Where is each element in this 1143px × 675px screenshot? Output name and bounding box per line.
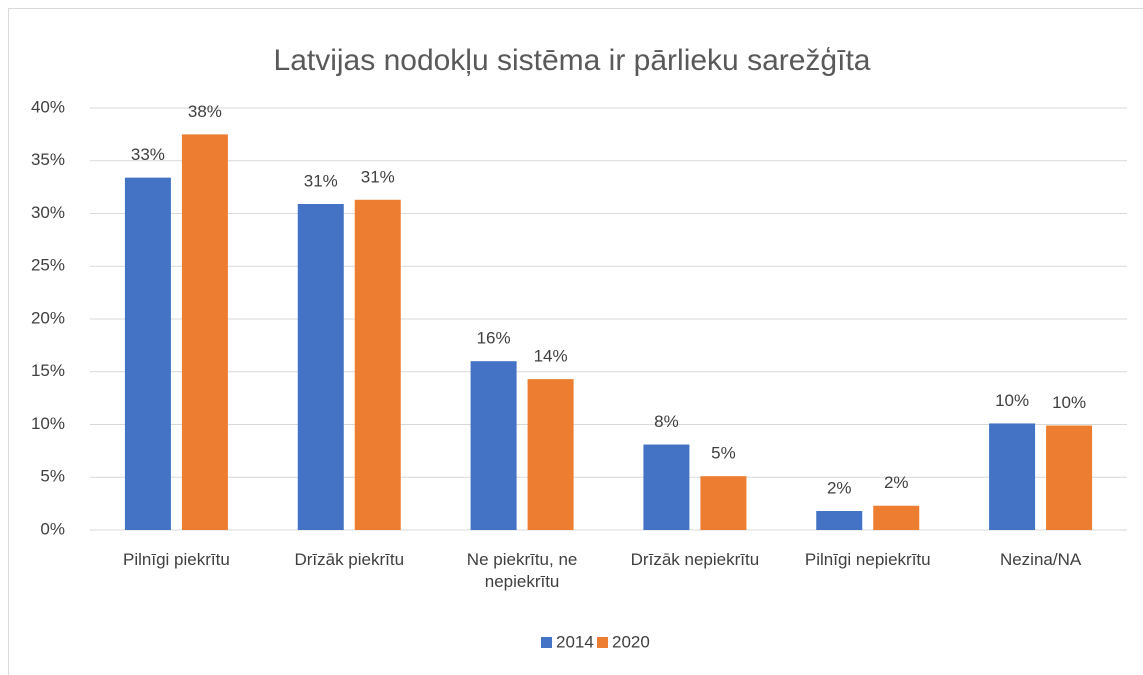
- data-label: 31%: [361, 167, 395, 186]
- x-tick-label: Ne piekrītu, ne nepiekrītu: [466, 550, 578, 591]
- bar: [470, 361, 517, 530]
- bar: [873, 505, 920, 530]
- legend-label: 2014: [556, 632, 594, 651]
- data-label: 8%: [654, 412, 679, 431]
- data-label: 14%: [534, 347, 568, 366]
- y-tick-label: 5%: [40, 467, 65, 486]
- bar: [124, 177, 171, 530]
- y-tick-label: 30%: [31, 203, 65, 222]
- legend-swatch: [597, 637, 608, 648]
- chart-border: [8, 8, 1143, 675]
- y-tick-label: 10%: [31, 414, 65, 433]
- x-tick-label: Nezina/NA: [999, 550, 1082, 569]
- bar: [181, 134, 228, 530]
- chart-title: Latvijas nodokļu sistēma ir pārlieku sar…: [274, 44, 871, 77]
- data-label: 5%: [711, 444, 736, 463]
- data-label: 2%: [827, 478, 852, 497]
- bar: [700, 476, 747, 530]
- legend-swatch: [541, 637, 552, 648]
- y-tick-label: 15%: [31, 361, 65, 380]
- y-tick-label: 25%: [31, 256, 65, 275]
- x-tick-label: Pilnīgi piekrītu: [123, 550, 230, 569]
- data-label: 33%: [131, 145, 165, 164]
- x-tick-label: Drīzāk nepiekrītu: [630, 550, 760, 569]
- data-label: 10%: [995, 391, 1029, 410]
- data-label: 2%: [884, 473, 909, 492]
- data-label: 10%: [1052, 393, 1086, 412]
- y-tick-label: 35%: [31, 150, 65, 169]
- bar: [989, 423, 1036, 530]
- x-tick-label: Drīzāk piekrītu: [294, 550, 405, 569]
- data-label: 16%: [477, 329, 511, 348]
- y-tick-label: 40%: [31, 97, 65, 116]
- legend-label: 2020: [612, 632, 650, 651]
- data-label: 38%: [188, 102, 222, 121]
- y-tick-label: 0%: [40, 519, 65, 538]
- bar: [643, 444, 690, 530]
- bar: [816, 511, 863, 530]
- bar: [297, 204, 344, 530]
- y-tick-label: 20%: [31, 308, 65, 327]
- bar: [354, 199, 401, 530]
- x-tick-label: Pilnīgi nepiekrītu: [804, 550, 931, 569]
- data-label: 31%: [304, 171, 338, 190]
- bar: [527, 379, 574, 530]
- bar: [1046, 425, 1093, 530]
